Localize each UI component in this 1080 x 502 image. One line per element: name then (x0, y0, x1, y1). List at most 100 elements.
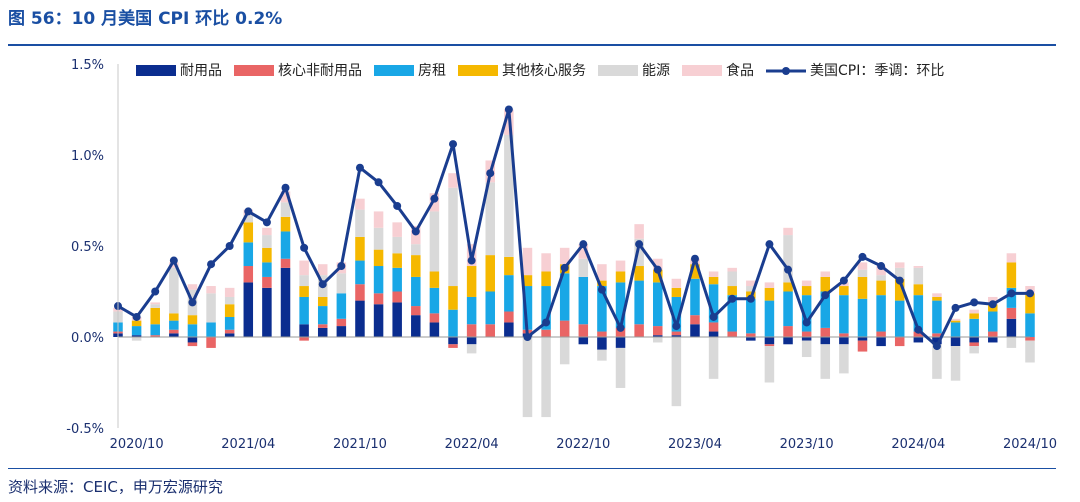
bar-segment (448, 337, 458, 345)
bar-segment (857, 337, 868, 341)
bar-segment (950, 337, 961, 347)
bar-segment (597, 264, 607, 281)
cpi-point (207, 260, 216, 269)
bar-segment (839, 286, 849, 296)
legend-line-marker (782, 67, 790, 75)
bar-segment (764, 287, 775, 301)
bar-segment (764, 346, 775, 383)
cpi-point (132, 312, 141, 321)
cpi-point (169, 256, 178, 265)
bar-segment (708, 322, 719, 332)
cpi-point (877, 262, 886, 271)
bar-segment (373, 227, 384, 250)
cpi-point (355, 163, 364, 172)
cpi-chart: 1.5% 1.0% 0.5% 0.0% -0.5% 2020/10 2021/04 2021/… (66, 58, 1057, 452)
cpi-point (560, 263, 569, 272)
bar-segment (262, 247, 272, 263)
cpi-point (430, 194, 439, 203)
bar-segment (1025, 313, 1035, 337)
legend-label: 食品 (726, 62, 754, 79)
legend-label: 美国CPI：季调：环比 (810, 63, 944, 79)
bar-segment (131, 335, 142, 337)
bar-segment (653, 269, 663, 283)
bar-segment (913, 267, 924, 285)
bar-segment (615, 282, 626, 328)
bar-segment (1006, 307, 1017, 319)
bar-segment (969, 346, 979, 354)
bar-segment (541, 271, 551, 287)
bar-segment (262, 235, 272, 248)
bar-segment (373, 211, 384, 228)
bar-segment (727, 295, 737, 332)
bar-segment (392, 267, 402, 292)
bar-segment (969, 342, 979, 347)
bar-segment (913, 337, 924, 343)
bar-segment (1025, 340, 1035, 363)
bar-segment (131, 337, 142, 341)
bar-segment (801, 286, 812, 296)
bar-segment (355, 260, 365, 285)
bar-segment (671, 296, 682, 332)
cpi-line-path (117, 108, 1030, 348)
bar-segment (988, 311, 998, 332)
y-tick-label: 0.5% (71, 240, 104, 255)
bar-segment (708, 271, 719, 277)
bar-segment (820, 327, 831, 337)
bar-segment (708, 284, 719, 323)
bar-segment (336, 273, 347, 294)
y-tick-label: 1.5% (71, 58, 104, 73)
cpi-point (746, 294, 755, 303)
bar-segment (653, 326, 663, 336)
bar-segment (485, 255, 495, 292)
cpi-point (951, 303, 960, 312)
y-tick-label: -0.5% (66, 422, 104, 437)
bar-segment (355, 236, 365, 261)
bar-segment (653, 282, 663, 327)
bar-segment (764, 282, 775, 288)
bar-segment (801, 337, 812, 341)
bar-segment (336, 293, 347, 319)
bar-segment (746, 333, 756, 337)
bar-segment (746, 280, 756, 287)
source-note: 资料来源：CEIC，申万宏源研究 (8, 478, 223, 496)
bar-segment (522, 275, 533, 287)
bar-segment (392, 302, 402, 337)
bar-segment (280, 202, 291, 217)
bar-segment (578, 244, 589, 259)
cpi-point (672, 322, 681, 331)
legend-label: 房租 (418, 63, 446, 79)
bar-segment (746, 298, 756, 334)
bar-segment (1006, 262, 1017, 288)
bar-segment (988, 337, 998, 343)
bar-segment (206, 322, 216, 337)
cpi-point (504, 105, 513, 114)
bar-segment (299, 296, 309, 325)
bar-segment (783, 326, 793, 337)
bar-segment (541, 253, 551, 272)
bar-segment (355, 198, 365, 210)
bar-segment (243, 266, 254, 283)
cpi-point (1007, 289, 1016, 298)
cpi-point (728, 294, 737, 303)
bar-segment (690, 315, 700, 325)
bar-segment (820, 276, 831, 292)
bar-segment (653, 337, 663, 343)
bar-segment (894, 278, 905, 301)
bar-segment (801, 280, 812, 287)
legend-swatch (234, 65, 274, 76)
title-divider (8, 44, 1056, 46)
cpi-point (337, 262, 346, 271)
x-tick-label: 2023/04 (668, 437, 722, 452)
cpi-point (914, 325, 923, 334)
bar-segment (671, 331, 682, 336)
bar-segment (224, 287, 235, 297)
legend-swatch (598, 65, 638, 76)
bar-segment (727, 267, 737, 272)
bar-segment (299, 337, 309, 341)
bar-segment (317, 264, 328, 276)
bar-segment (597, 331, 607, 337)
cpi-point (151, 287, 160, 296)
bar-segment (634, 224, 644, 239)
legend-swatch (682, 65, 722, 76)
bar-segment (932, 293, 942, 297)
